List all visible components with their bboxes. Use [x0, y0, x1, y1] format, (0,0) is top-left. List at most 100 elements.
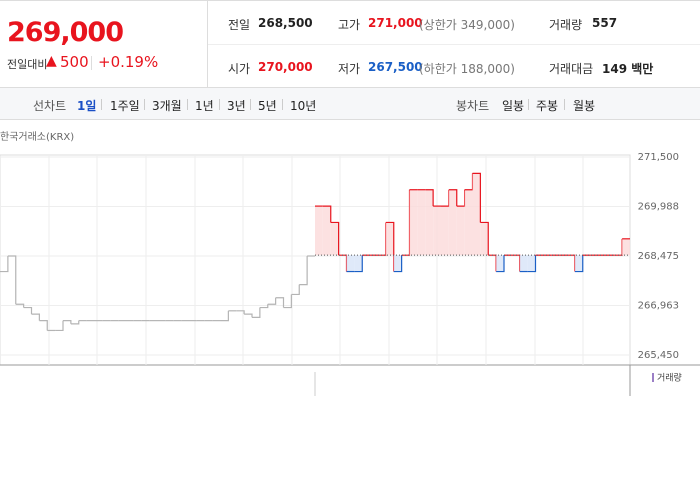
tab[interactable]: 1년 — [195, 99, 214, 113]
source: 한국거래소(KRX) — [0, 131, 74, 143]
price-box: 269,000 전일대비 ▲ 500 +0.19% — [0, 1, 208, 88]
line-segment — [283, 294, 292, 309]
stat-value: 557 — [592, 16, 618, 30]
line-segment — [401, 189, 411, 256]
area — [417, 189, 426, 256]
stat-label: 시가 — [228, 62, 251, 76]
tab[interactable]: 3개월 — [152, 99, 182, 113]
line-segment — [448, 189, 458, 207]
line-segment — [299, 256, 308, 286]
line-segment — [480, 221, 489, 256]
line-segment — [275, 297, 285, 308]
sep — [187, 99, 188, 110]
tab[interactable]: 주봉 — [536, 99, 559, 113]
area — [315, 206, 323, 256]
stat-label: 거래대금 — [549, 62, 594, 76]
change: 500 — [60, 53, 89, 71]
line-segment — [244, 313, 253, 318]
sep — [144, 99, 145, 110]
line-segment — [63, 320, 72, 324]
sep — [250, 99, 251, 110]
area — [441, 206, 449, 256]
line-segment — [464, 173, 474, 191]
stat-value: 267,500 — [368, 60, 423, 74]
area — [385, 222, 394, 256]
volume-legend-swatch — [652, 373, 654, 382]
line-segment — [7, 255, 17, 305]
area — [574, 255, 583, 272]
change-label: 전일대비 — [7, 58, 48, 71]
area — [527, 255, 536, 272]
line-segment — [220, 310, 229, 322]
line-segment — [456, 189, 466, 207]
sep — [219, 99, 220, 110]
line-segment — [267, 297, 277, 305]
tab-group-label: 봉차트 — [456, 99, 490, 113]
line-segment — [31, 313, 40, 321]
tab-bar: 선차트 1일 1주일 3개월 1년 3년 5년 10년 봉차트 일봉 주봉 월봉 — [0, 88, 700, 120]
area — [322, 206, 331, 256]
row-divider — [208, 44, 700, 45]
area — [622, 238, 630, 256]
stat-label: 거래량 — [549, 18, 583, 32]
line-segment — [55, 320, 64, 332]
line-segment — [511, 254, 521, 272]
stat-note: (상한가 349,000) — [419, 18, 515, 32]
line-segment — [259, 304, 269, 309]
tab[interactable]: 10년 — [290, 99, 317, 113]
tab-group-label: 선차트 — [33, 99, 67, 113]
line-segment — [567, 254, 576, 272]
sep — [528, 99, 529, 110]
line-segment — [574, 255, 584, 273]
line-segment — [291, 284, 300, 296]
tab[interactable]: 1주일 — [110, 99, 140, 113]
stat-value: 268,500 — [258, 16, 313, 30]
change-rate: +0.19% — [98, 53, 159, 71]
area — [519, 255, 528, 272]
area — [464, 189, 473, 256]
area — [346, 255, 355, 272]
area — [496, 255, 504, 272]
area — [330, 222, 339, 256]
line-segment — [23, 306, 33, 315]
line-segment — [496, 255, 505, 273]
area — [456, 206, 465, 256]
area — [425, 189, 434, 256]
tab[interactable]: 월봉 — [573, 99, 596, 113]
line-segment — [354, 255, 363, 273]
line-segment — [614, 238, 623, 256]
area — [409, 189, 418, 256]
area — [354, 255, 363, 272]
tab[interactable]: 3년 — [227, 99, 246, 113]
y-tick-label: 268,475 — [638, 251, 679, 262]
sep — [101, 99, 102, 110]
area — [448, 189, 457, 256]
sep — [564, 99, 565, 110]
line-segment — [393, 255, 403, 273]
tab[interactable]: 1일 — [77, 99, 97, 113]
price: 269,000 — [7, 17, 124, 48]
stat-label: 전일 — [228, 18, 251, 32]
line-segment — [236, 310, 245, 315]
y-tick-label: 271,500 — [638, 152, 679, 163]
line-segment — [70, 320, 80, 325]
line-segment — [472, 172, 481, 223]
stat-value: 149 백만 — [602, 62, 654, 76]
stat-value: 270,000 — [258, 60, 313, 74]
stat-label: 저가 — [338, 62, 361, 76]
sep — [282, 99, 283, 110]
line-segment — [441, 189, 450, 207]
tab[interactable]: 5년 — [258, 99, 277, 113]
y-tick-label: 265,450 — [638, 350, 679, 361]
line-segment — [378, 222, 387, 256]
stat-label: 고가 — [338, 18, 361, 32]
y-tick-label: 266,963 — [638, 300, 679, 311]
line-segment — [15, 303, 25, 308]
area — [433, 206, 441, 256]
line-segment — [330, 221, 340, 256]
volume-legend: 거래량 — [657, 372, 682, 384]
tab[interactable]: 일봉 — [502, 99, 525, 113]
y-tick-label: 269,988 — [638, 201, 679, 212]
line-segment — [488, 254, 497, 272]
